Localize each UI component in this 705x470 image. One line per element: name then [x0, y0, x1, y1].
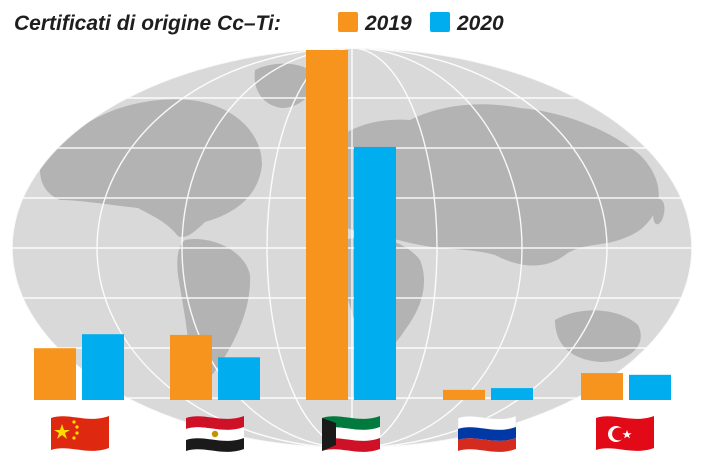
- flags: [51, 415, 654, 452]
- china-flag: [51, 416, 109, 451]
- bar-kuwait-2020: [354, 146, 396, 400]
- bar-china-2019: [34, 348, 76, 400]
- legend-label-2020: 2020: [456, 12, 504, 35]
- kuwait-flag: [322, 416, 380, 452]
- russia-flag: [457, 415, 517, 452]
- turkey-flag: [596, 416, 654, 451]
- bars: [34, 50, 671, 400]
- bar-turkey-2019: [581, 373, 623, 400]
- legend-swatch-2019: [338, 12, 358, 32]
- title-legend: Certificati di origine Cc–Ti: 2019 2020: [14, 12, 504, 35]
- legend-swatch-2020: [430, 12, 450, 32]
- bar-russia-2020: [491, 388, 533, 400]
- bar-egypt-2019: [170, 334, 212, 400]
- chart-title: Certificati di origine Cc–Ti:: [14, 12, 281, 35]
- bar-russia-2019: [443, 389, 485, 400]
- legend-label-2019: 2019: [364, 12, 412, 35]
- bar-turkey-2020: [629, 374, 671, 400]
- egypt-flag: [186, 416, 244, 452]
- bar-egypt-2020: [218, 357, 260, 400]
- bar-china-2020: [82, 334, 124, 400]
- bar-kuwait-2019: [306, 50, 348, 400]
